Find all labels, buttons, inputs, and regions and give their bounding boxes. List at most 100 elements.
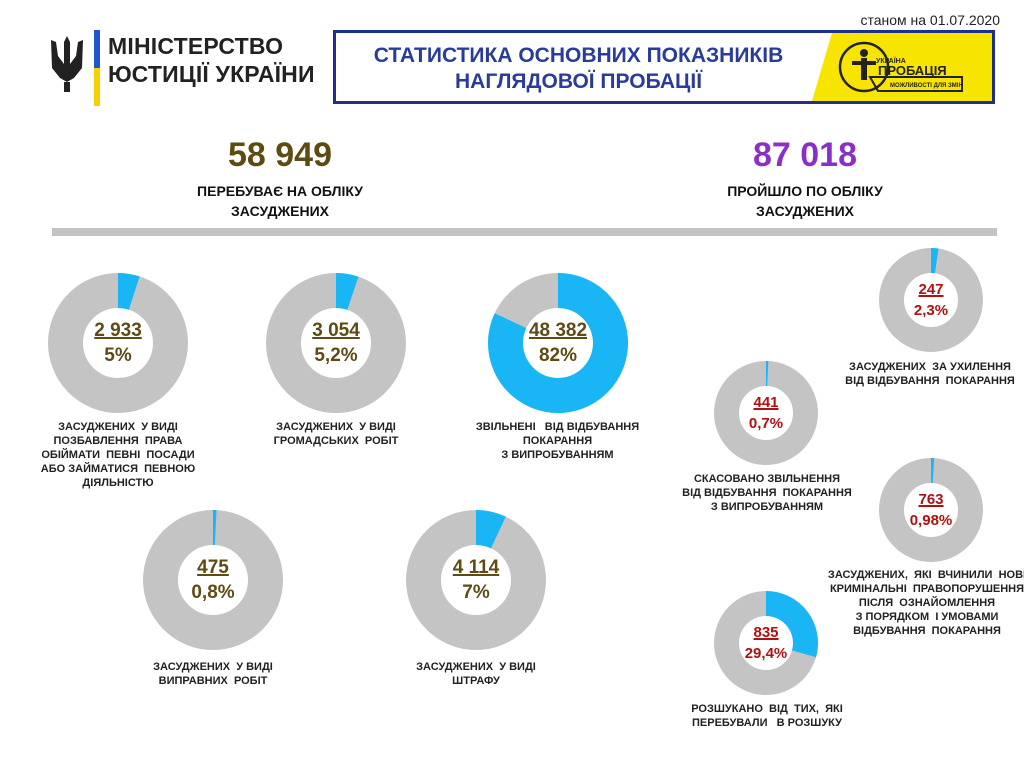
passed-label: ПРОЙШЛО ПО ОБЛІКУ ЗАСУДЖЕНИХ (705, 181, 905, 221)
donut-svg (879, 248, 983, 352)
donut-svg (714, 361, 818, 465)
donut-svg (143, 510, 283, 650)
donut-count-text: 441 (753, 394, 779, 411)
donut-chart-5: 4 114 7% (406, 510, 546, 650)
caption-line: ЗАСУДЖЕНИХ, ЯКІ ВЧИНИЛИ НОВІ (827, 569, 1024, 581)
donut-value-slice (931, 458, 935, 484)
donut-percent: 2,3% (913, 302, 949, 319)
donut-value-slice (336, 273, 359, 310)
ministry-name: МІНІСТЕРСТВО ЮСТИЦІЇ УКРАЇНИ (108, 32, 315, 88)
passed-label-line1: ПРОЙШЛО ПО ОБЛІКУ (727, 183, 883, 199)
donut-value-slice (766, 591, 818, 658)
donut-count: 247 (879, 281, 983, 298)
caption-line: ПОКАРАННЯ (522, 435, 593, 447)
donut-chart-6: 247 2,3% (879, 248, 983, 352)
donut-count: 4 114 (406, 557, 546, 579)
caption-line: ЗАСУДЖЕНИХ У ВИДІ (416, 661, 536, 673)
donut-chart-2: 3 054 5,2% (266, 273, 406, 413)
donut-caption-9: РОЗШУКАНО ВІД ТИХ, ЯКІ ПЕРЕБУВАЛИ В РОЗШУ… (672, 702, 862, 730)
donut-value-slice (213, 510, 217, 546)
donut-caption-2: ЗАСУДЖЕНИХ У ВИДІ ГРОМАДСЬКИХ РОБІТ (256, 420, 416, 448)
donut-chart-8: 763 0,98% (879, 458, 983, 562)
caption-line: ВІДБУВАННЯ ПОКАРАННЯ (853, 625, 1001, 637)
donut-caption-4: ЗАСУДЖЕНИХ У ВИДІ ВИПРАВНИХ РОБІТ (133, 660, 293, 688)
donut-svg (48, 273, 188, 413)
probation-logo-line1: УКРАЇНА (876, 57, 906, 65)
donut-value-slice (476, 510, 506, 549)
page-title: СТАТИСТИКА ОСНОВНИХ ПОКАЗНИКІВ НАГЛЯДОВО… (336, 43, 821, 95)
donut-count: 3 054 (266, 320, 406, 342)
registered-label-line1: ПЕРЕБУВАЄ НА ОБЛІКУ (197, 183, 363, 199)
registered-total: 58 949 (228, 136, 332, 174)
donut-caption-5: ЗАСУДЖЕНИХ У ВИДІ ШТРАФУ (396, 660, 556, 688)
title-banner: СТАТИСТИКА ОСНОВНИХ ПОКАЗНИКІВ НАГЛЯДОВО… (333, 30, 995, 104)
probation-logo-line2: ПРОБАЦІЯ (878, 63, 947, 78)
donut-count: 835 (714, 624, 818, 641)
caption-line: ПЕРЕБУВАЛИ В РОЗШУКУ (691, 717, 843, 729)
donut-svg (266, 273, 406, 413)
caption-line: ШТРАФУ (452, 675, 500, 687)
ministry-line1: МІНІСТЕРСТВО (108, 33, 284, 59)
caption-line: З ВИПРОБУВАННЯМ (501, 449, 614, 461)
donut-value-slice (488, 273, 628, 413)
ministry-line2: ЮСТИЦІЇ УКРАЇНИ (108, 61, 315, 87)
donut-count-text: 475 (197, 557, 229, 578)
donut-percent: 82% (538, 345, 578, 366)
caption-line: ЗАСУДЖЕНИХ У ВИДІ (276, 421, 396, 433)
donut-percent: 29,4% (744, 645, 788, 662)
donut-percent: 0,8% (191, 582, 235, 603)
donut-caption-8: ЗАСУДЖЕНИХ, ЯКІ ВЧИНИЛИ НОВІ КРИМІНАЛЬНІ … (820, 568, 1024, 638)
flag-yellow (94, 68, 100, 106)
donut-svg (406, 510, 546, 650)
passed-total: 87 018 (753, 136, 857, 174)
caption-line: АБО ЗАЙМАТИСЯ ПЕВНОЮ (40, 463, 196, 475)
donut-chart-1: 2 933 5% (48, 273, 188, 413)
donut-count-text: 835 (753, 624, 779, 641)
caption-line: ВІД ВІДБУВАННЯ ПОКАРАННЯ (845, 375, 1015, 387)
donut-count-text: 48 382 (528, 320, 588, 341)
donut-caption-3: ЗВІЛЬНЕНІ ВІД ВІДБУВАННЯ ПОКАРАННЯ З ВИПРО… (460, 420, 655, 462)
caption-line: ВІД ВІДБУВАННЯ ПОКАРАННЯ (682, 487, 852, 499)
flag-blue (94, 30, 100, 68)
registered-label-line2: ЗАСУДЖЕНИХ (231, 203, 329, 219)
donut-caption-6: ЗАСУДЖЕНИХ ЗА УХИЛЕННЯ ВІД ВІДБУВАННЯ ПОК… (830, 360, 1024, 388)
caption-line: ЗАСУДЖЕНИХ У ВИДІ (58, 421, 178, 433)
caption-line: ОБІЙМАТИ ПЕВНІ ПОСАДИ (41, 449, 195, 461)
donut-count: 2 933 (48, 320, 188, 342)
donut-value-slice (766, 361, 769, 387)
probation-logo-line3: МОЖЛИВОСТІ ДЛЯ ЗМІН (890, 83, 963, 89)
title-line2: НАГЛЯДОВОЇ ПРОБАЦІЇ (454, 70, 703, 93)
donut-count-text: 2 933 (94, 320, 142, 341)
donut-chart-3: 48 382 82% (488, 273, 628, 413)
caption-line: ПІСЛЯ ОЗНАЙОМЛЕННЯ (858, 597, 996, 609)
probation-logo: УКРАЇНА ПРОБАЦІЯ МОЖЛИВОСТІ ДЛЯ ЗМІН (812, 33, 992, 101)
date-label: станом на 01.07.2020 (860, 12, 1000, 28)
title-line1: СТАТИСТИКА ОСНОВНИХ ПОКАЗНИКІВ (373, 44, 784, 67)
caption-line: СКАСОВАНО ЗВІЛЬНЕННЯ (693, 473, 841, 485)
caption-line: РОЗШУКАНО ВІД ТИХ, ЯКІ (691, 703, 843, 715)
donut-caption-7: СКАСОВАНО ЗВІЛЬНЕННЯ ВІД ВІДБУВАННЯ ПОКАР… (672, 472, 862, 514)
donut-percent: 5% (104, 345, 132, 366)
donut-count: 763 (879, 491, 983, 508)
caption-line: ЗВІЛЬНЕНІ ВІД ВІДБУВАННЯ (475, 421, 640, 433)
caption-line: ЗАСУДЖЕНИХ У ВИДІ (153, 661, 273, 673)
donut-count: 48 382 (488, 320, 628, 342)
donut-svg (488, 273, 628, 413)
donut-chart-4: 475 0,8% (143, 510, 283, 650)
donut-count-text: 763 (918, 491, 944, 508)
divider (52, 228, 997, 236)
donut-percent: 5,2% (314, 345, 358, 366)
caption-line: ДІЯЛЬНІСТЮ (82, 477, 154, 489)
ministry-logo: МІНІСТЕРСТВО ЮСТИЦІЇ УКРАЇНИ (48, 30, 338, 106)
donut-percent: 0,98% (909, 512, 953, 529)
donut-svg (879, 458, 983, 562)
trident-icon (51, 36, 83, 92)
caption-line: ГРОМАДСЬКИХ РОБІТ (273, 435, 399, 447)
donut-chart-9: 835 29,4% (714, 591, 818, 695)
donut-value-slice (118, 273, 140, 310)
caption-line: З ПОРЯДКОМ І УМОВАМИ (855, 611, 999, 623)
donut-percent: 0,7% (748, 415, 784, 432)
registered-label: ПЕРЕБУВАЄ НА ОБЛІКУ ЗАСУДЖЕНИХ (180, 181, 380, 221)
caption-line: ЗАСУДЖЕНИХ ЗА УХИЛЕННЯ (849, 361, 1011, 373)
donut-count: 441 (714, 394, 818, 411)
